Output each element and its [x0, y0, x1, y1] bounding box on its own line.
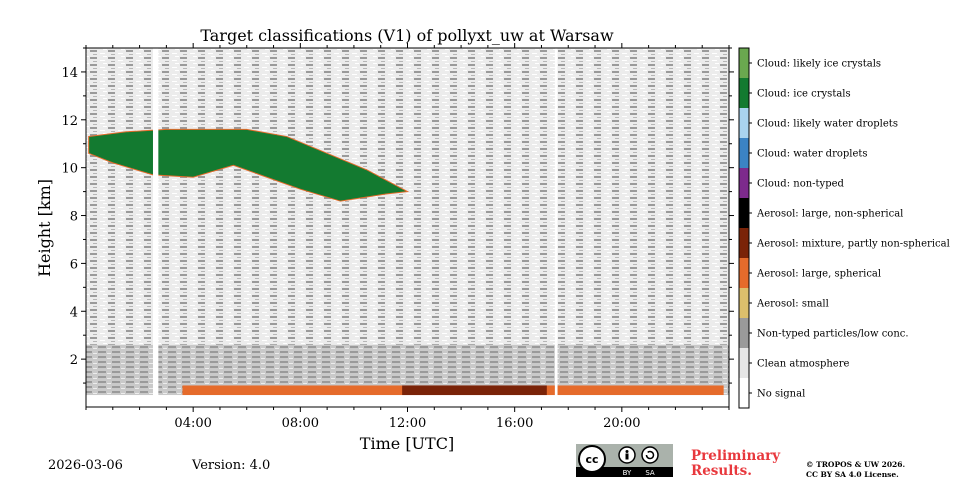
- colorbar-swatch: [739, 228, 749, 258]
- by-label: BY: [623, 469, 632, 477]
- colorbar-label: Aerosol: mixture, partly non-spherical: [756, 239, 950, 250]
- x-tick-label: 20:00: [603, 416, 640, 431]
- x-tick-label: 04:00: [174, 416, 211, 431]
- sa-share-icon: [641, 446, 659, 464]
- y-tick-label: 6: [70, 257, 78, 272]
- region-aerosol-mixture-partly-non-spherical: [402, 385, 547, 396]
- x-tick-label: 08:00: [282, 416, 319, 431]
- cc-text: cc: [585, 453, 598, 466]
- colorbar-label: Clean atmosphere: [757, 359, 850, 370]
- copyright-notice: © TROPOS & UW 2026. CC BY SA 4.0 License…: [806, 460, 905, 480]
- colorbar-label: Cloud: non-typed: [757, 179, 845, 190]
- preliminary-line-2: Results.: [691, 463, 752, 479]
- data-gap-1: [152, 48, 159, 407]
- colorbar-swatch: [739, 48, 749, 78]
- region-ice-cloud: [88, 128, 410, 202]
- colorbar-swatch: [739, 108, 749, 138]
- x-tick-label: 12:00: [389, 416, 426, 431]
- colorbar-swatch: [739, 168, 749, 198]
- colorbar-label: Aerosol: large, spherical: [756, 269, 881, 280]
- region-clean-atmosphere: [86, 48, 729, 345]
- colorbar-label: Cloud: likely water droplets: [757, 119, 898, 130]
- colorbar-frame: [738, 47, 750, 409]
- y-tick-label: 8: [70, 210, 78, 225]
- plot-area: [86, 48, 729, 407]
- cc-by-sa-badge: cc BY SA: [576, 444, 673, 477]
- copyright-line-2: CC BY SA 4.0 License.: [806, 470, 899, 479]
- colorbar-label: Aerosol: large, non-spherical: [756, 209, 903, 220]
- copyright-line-1: © TROPOS & UW 2026.: [806, 460, 906, 469]
- y-tick-label: 2: [70, 353, 78, 368]
- colorbar-swatch: [739, 378, 749, 408]
- colorbar-label: Cloud: likely ice crystals: [757, 59, 881, 70]
- version-label: Version: 4.0: [192, 458, 271, 473]
- colorbar-label: No signal: [757, 389, 805, 400]
- colorbar-swatch: [739, 138, 749, 168]
- sa-label: SA: [645, 469, 655, 477]
- y-tick-label: 4: [70, 305, 78, 320]
- colorbar-swatch: [739, 288, 749, 318]
- y-tick-label: 14: [61, 66, 78, 81]
- colorbar: Cloud: likely ice crystals Cloud: ice cry…: [738, 47, 950, 409]
- x-axis-label: Time [UTC]: [360, 434, 454, 453]
- y-axis: 2 4 6 8 10 12 14: [61, 47, 734, 384]
- colorbar-swatch: [739, 318, 749, 348]
- colorbar-swatch: [739, 348, 749, 378]
- data-gap-2: [554, 48, 558, 407]
- colorbar-label: Cloud: ice crystals: [757, 89, 851, 100]
- preliminary-notice: Preliminary Results.: [691, 449, 780, 479]
- x-axis: 04:00 08:00 12:00 16:00 20:00: [85, 43, 730, 431]
- x-tick-label: 16:00: [496, 416, 533, 431]
- y-tick-label: 12: [61, 114, 78, 129]
- colorbar-label: Non-typed particles/low conc.: [757, 329, 909, 340]
- date-label: 2026-03-06: [48, 458, 123, 473]
- y-tick-label: 10: [61, 162, 78, 177]
- chart-title: Target classifications (V1) of pollyxt_u…: [200, 26, 614, 45]
- colorbar-label: Aerosol: small: [756, 299, 829, 310]
- preliminary-line-1: Preliminary: [691, 448, 781, 464]
- colorbar-swatch: [739, 198, 749, 228]
- colorbar-swatch: [739, 258, 749, 288]
- cc-logo-icon: [578, 445, 606, 473]
- colorbar-label: Cloud: water droplets: [757, 149, 868, 160]
- y-axis-label: Height [km]: [35, 179, 54, 277]
- colorbar-swatch: [739, 78, 749, 108]
